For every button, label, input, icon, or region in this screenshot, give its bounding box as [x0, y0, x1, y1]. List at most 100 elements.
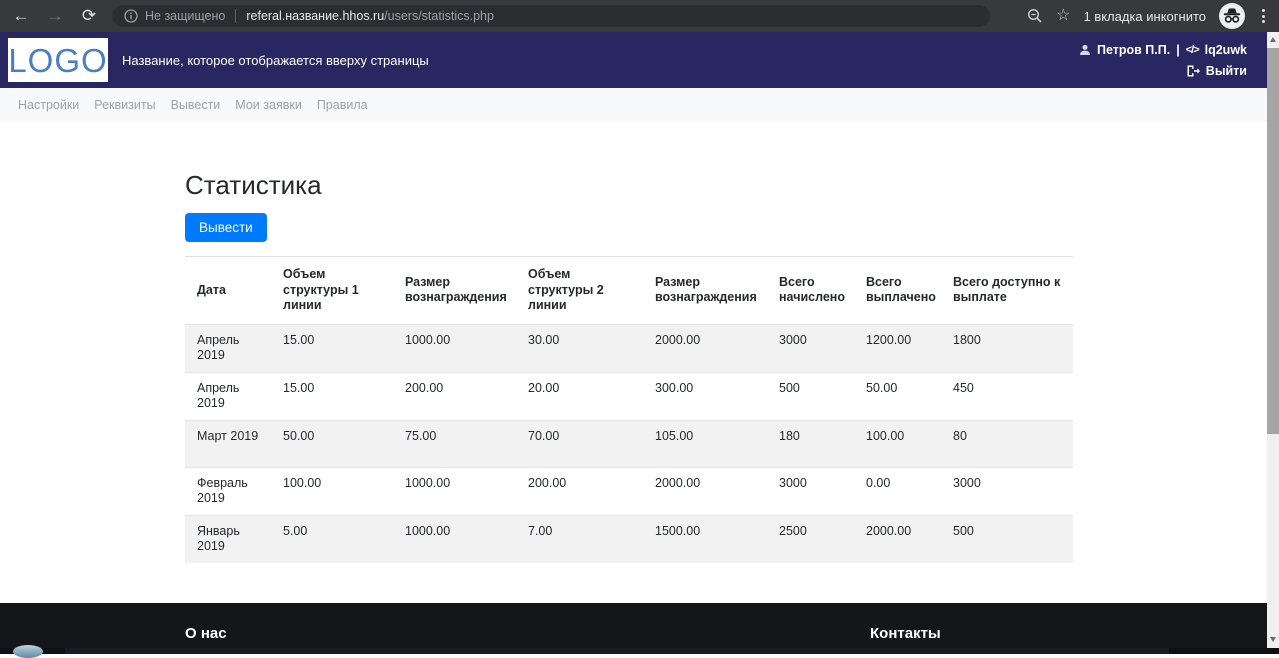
table-cell: 100.00	[271, 466, 393, 515]
user-icon	[1079, 44, 1091, 56]
column-header-6: Всего выплачено	[854, 256, 941, 325]
site-header: LOGO Название, которое отображается ввер…	[0, 32, 1279, 88]
table-cell: Апрель 2019	[197, 332, 240, 363]
page-footer: О нас Контакты	[0, 603, 1279, 654]
column-header-0: Дата	[185, 256, 271, 325]
table-cell: 1200.00	[866, 332, 912, 347]
table-cell: 500	[941, 514, 1073, 563]
column-header-3: Объем структуры 2 линии	[516, 256, 643, 325]
table-cell: 15.00	[271, 371, 393, 420]
table-cell: 2500	[767, 514, 854, 563]
table-cell: 50.00	[271, 419, 393, 467]
logout-label: Выйти	[1205, 63, 1247, 78]
footer-contacts-heading: Контакты	[870, 625, 941, 642]
incognito-avatar-icon	[1219, 3, 1245, 29]
main-content: Статистика Вывести Дата Объем структуры 1…	[185, 122, 1073, 563]
site-info-icon[interactable]	[124, 9, 138, 23]
incognito-count-label: 1 вкладка инкогнито	[1083, 8, 1206, 24]
table-cell: 2000.00	[854, 514, 941, 563]
user-name[interactable]: Петров П.П.	[1096, 42, 1171, 57]
browser-menu-button[interactable]	[1258, 9, 1269, 23]
column-header-7: Всего доступно к выплате	[941, 256, 1073, 325]
table-cell: 1800	[953, 332, 981, 347]
table-cell: 75.00	[393, 419, 516, 467]
scrollbar-up-button[interactable]	[1267, 32, 1279, 46]
table-cell: Апрель 2019	[185, 371, 271, 420]
table-cell: 3000	[767, 466, 854, 515]
table-row: Март 2019 50.00 75.00 70.00 105.00 180 100.00 8…	[185, 419, 1073, 467]
back-button[interactable]: ←	[12, 6, 30, 25]
url-path: /users/statistics.php	[384, 9, 494, 23]
table-cell: 1500.00	[643, 514, 767, 563]
table-cell: 450	[941, 371, 1073, 420]
address-bar[interactable]: Не защищено referal.название.hhos.ru/use…	[112, 5, 990, 27]
logout-link[interactable]: Выйти	[1079, 64, 1247, 78]
site-title: Название, которое отображается вверху ст…	[122, 52, 429, 68]
column-header-5: Всего начислено	[767, 256, 854, 325]
url-divider	[235, 9, 237, 23]
zoom-indicator-icon[interactable]	[1027, 8, 1043, 24]
bookmark-star-icon[interactable]: ☆	[1056, 7, 1071, 24]
taskbar-orb-icon	[13, 645, 43, 658]
table-row: Апрель 2019 15.00 200.00 20.00 300.00 500 50.0…	[185, 371, 1073, 420]
logout-icon	[1187, 65, 1200, 77]
table-cell: 1000.00	[393, 514, 516, 563]
nav-menu: Настройки Реквизиты Вывести Мои заявки Прави…	[0, 88, 1279, 122]
table-cell: Февраль 2019	[185, 466, 271, 515]
page-title: Статистика	[185, 170, 322, 200]
table-cell: 70.00	[516, 419, 643, 467]
table-cell: 15.00	[283, 332, 315, 347]
table-cell: 2000.00	[655, 332, 701, 347]
table-cell: 300.00	[643, 371, 767, 420]
reload-button[interactable]: ⟳	[81, 6, 97, 25]
table-cell: 105.00	[643, 419, 767, 467]
page-scrollbar[interactable]	[1267, 32, 1279, 654]
column-header-2: Размер вознаграждения	[393, 256, 516, 325]
table-row: Февраль 2019 100.00 1000.00 200.00 2000.00 30…	[185, 466, 1073, 515]
table-cell: Январь 2019	[185, 514, 271, 563]
table-cell: 5.00	[271, 514, 393, 563]
security-label: Не защищено	[145, 9, 226, 23]
nav-item-4[interactable]: Правила	[316, 98, 368, 112]
table-cell: 3000	[941, 466, 1073, 515]
nav-item-0[interactable]: Настройки	[18, 98, 80, 112]
withdraw-button[interactable]: Вывести	[185, 213, 267, 242]
browser-toolbar: ← → ⟳ Не защищено referal.название.hhos.…	[0, 0, 1279, 32]
table-cell: 3000	[779, 332, 807, 347]
table-cell: 1000.00	[405, 332, 451, 347]
column-header-4: Размер вознаграждения	[643, 256, 767, 325]
table-cell: 50.00	[854, 371, 941, 420]
header-separator: |	[1176, 42, 1180, 57]
nav-item-3[interactable]: Мои заявки	[235, 98, 302, 112]
statistics-table: Дата Объем структуры 1 линии Размер вознаг…	[185, 256, 1073, 563]
table-cell: Март 2019	[185, 419, 271, 467]
table-cell: 1000.00	[393, 466, 516, 515]
nav-item-2[interactable]: Вывести	[170, 98, 221, 112]
nav-item-1[interactable]: Реквизиты	[94, 98, 156, 112]
table-cell: 2000.00	[643, 466, 767, 515]
table-cell: 80	[941, 419, 1073, 467]
table-header: Дата Объем структуры 1 линии Размер вознаг…	[185, 256, 1073, 325]
referral-code-icon: </>	[1185, 43, 1200, 56]
referral-code[interactable]: lq2uwk	[1204, 42, 1247, 57]
table-cell: 180	[767, 419, 854, 467]
table-cell: 500	[767, 371, 854, 420]
table-body: Апрель 2019 15.00 1000.00 30.00 2000.00 3000 1…	[185, 324, 1073, 563]
table-row: Апрель 2019 15.00 1000.00 30.00 2000.00 3000 1…	[185, 324, 1073, 372]
scrollbar-down-button[interactable]	[1267, 632, 1279, 646]
table-cell: 100.00	[854, 419, 941, 467]
taskbar-strip	[0, 645, 1279, 658]
logo-text: LOGO	[8, 41, 108, 79]
scrollbar-thumb[interactable]	[1267, 48, 1279, 434]
table-cell: 30.00	[528, 332, 560, 347]
column-header-1: Объем структуры 1 линии	[271, 256, 393, 325]
table-cell: 200.00	[516, 466, 643, 515]
url-host: referal.название.hhos.ru	[246, 9, 385, 23]
logo[interactable]: LOGO	[8, 38, 108, 82]
taskbar-band	[65, 648, 1169, 654]
table-cell: 200.00	[393, 371, 516, 420]
table-cell: 20.00	[516, 371, 643, 420]
table-row: Январь 2019 5.00 1000.00 7.00 1500.00 2500 200…	[185, 514, 1073, 563]
footer-about-heading: О нас	[185, 625, 227, 642]
forward-button[interactable]: →	[46, 6, 64, 25]
